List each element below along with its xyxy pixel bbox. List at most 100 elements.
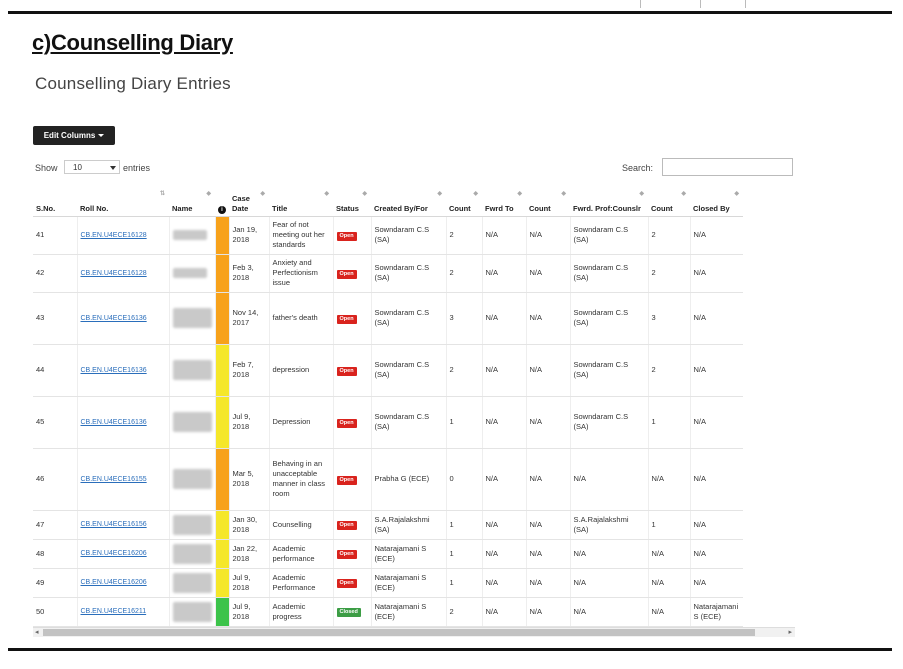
fwrd-prof: Sowndaram C.S (SA) [573,225,629,244]
fwrd-to: N/A [485,474,499,483]
sno-cell: 46 [33,448,77,511]
count-cell: 2 [445,344,482,397]
col-header-count-2[interactable]: Count ◆ [526,183,570,217]
sort-icon: ◆ [206,191,211,197]
roll-no-link[interactable]: CB.EN.U4ECE16206 [80,579,147,586]
fwrd-to: N/A [485,313,499,322]
roll-no-link[interactable]: CB.EN.U4ECE16136 [80,314,147,322]
fwrd-to-cell: N/A [481,510,526,540]
severity-indicator [214,292,229,345]
count-3-cell: N/A [647,597,690,627]
horizontal-scrollbar[interactable]: ◂ ▸ [33,627,795,637]
fwrd-to: N/A [485,268,499,277]
count-2-cell: N/A [525,216,570,255]
col-header-count-3[interactable]: Count ◆ [648,183,690,217]
col-header-fwrd-prof[interactable]: Fwrd. Prof:Counslr ◆ [570,183,648,217]
col-header-case-date[interactable]: Case Date ◆ [229,183,269,217]
roll-no-cell: CB.EN.U4ECE16206 [76,539,169,569]
count-2-cell: N/A [525,254,570,293]
case-date: Jul 9, 2018 [232,572,251,592]
count-2-cell: N/A [525,448,570,511]
col-header-created-by[interactable]: Created By/For ◆ [371,183,446,217]
closed-by-cell: N/A [689,344,743,397]
created-by-cell: Natarajamani S (ECE) [370,597,446,627]
count-2-cell: N/A [525,396,570,449]
count: 1 [449,577,454,587]
status-badge: Open [336,550,357,559]
severity-indicator [214,448,229,511]
col-header-roll-no[interactable]: Roll No. ⇅ [77,183,169,217]
created-by: Prabha G (ECE) [374,474,430,483]
scroll-right-icon[interactable]: ▸ [788,629,792,636]
caret-down-icon [98,134,105,138]
col-header-count[interactable]: Count ◆ [446,183,482,217]
document-heading: c)Counselling Diary [32,30,233,55]
count: 2 [449,268,454,277]
count-2: N/A [529,417,543,426]
roll-no-link[interactable]: CB.EN.U4ECE16206 [80,550,147,557]
roll-no-cell: CB.EN.U4ECE16136 [76,396,169,449]
roll-no-link[interactable]: CB.EN.U4ECE16136 [80,418,147,426]
fwrd-to: N/A [485,577,499,587]
roll-no-link[interactable]: CB.EN.U4ECE16136 [80,366,147,374]
dropdown-arrow-icon [110,166,116,170]
sno: 47 [36,519,45,529]
severity-indicator [214,216,229,255]
fwrd-prof: Sowndaram C.S (SA) [573,263,629,282]
search-input[interactable] [662,158,793,176]
roll-no-cell: CB.EN.U4ECE16128 [76,216,169,255]
case-date: Nov 14, 2017 [232,308,259,327]
sno: 49 [36,577,45,587]
roll-no-link[interactable]: CB.EN.U4ECE16128 [80,269,147,277]
col-header-title[interactable]: Title ◆ [269,183,333,217]
count-3-cell: 1 [647,396,690,449]
col-header-status[interactable]: Status ◆ [333,183,371,217]
fwrd-prof-cell: N/A [569,597,648,627]
col-header-label: Count [529,203,551,213]
student-name: Pon Nithya Kumar S [172,360,212,380]
col-header-fwrd-to[interactable]: Fwrd To ◆ [482,183,526,217]
student-name-cell: Akash Varun R [168,597,215,627]
case-date-cell: Jan 22, 2018 [228,539,269,569]
count-2: N/A [529,474,543,483]
count-3-cell: 2 [647,344,690,397]
count-2-cell: N/A [525,597,570,627]
closed-by-cell: Natarajamani S (ECE) [689,597,743,627]
status-cell: Open [332,568,371,598]
col-header-label: Title [272,203,288,213]
count-cell: 2 [445,216,482,255]
count-cell: 1 [445,568,482,598]
col-header-name[interactable]: Name ◆ [169,183,215,217]
sort-icon: ◆ [517,191,522,197]
roll-no-link[interactable]: CB.EN.U4ECE16155 [80,475,147,483]
case-date-cell: Feb 7, 2018 [228,344,269,397]
case-title: Academic Performance [272,572,316,592]
edit-columns-button[interactable]: Edit Columns [33,126,115,145]
created-by-cell: Natarajamani S (ECE) [370,539,446,569]
status-badge: Closed [336,608,361,617]
status-badge: Open [336,269,357,279]
fwrd-to-cell: N/A [481,216,526,255]
col-header-info[interactable]: i [215,183,229,217]
case-title-cell: Academic performance [268,539,333,569]
sno: 41 [36,230,45,239]
table-row: 42 CB.EN.U4ECE16128 Mohana V Feb 3, 2018 Anx… [33,254,743,293]
fwrd-to-cell: N/A [481,344,526,397]
student-name-cell: Amit Kumar [168,539,215,569]
closed-by: N/A [693,548,707,558]
col-header-closed-by[interactable]: Closed By ◆ [690,183,743,217]
roll-no-link[interactable]: CB.EN.U4ECE16156 [80,521,147,528]
roll-no-link[interactable]: CB.EN.U4ECE16128 [80,231,147,239]
count-3: 1 [651,519,656,529]
count-cell: 1 [445,396,482,449]
roll-no-link[interactable]: CB.EN.U4ECE16211 [80,608,147,615]
count-3-cell: 2 [647,254,690,293]
fwrd-prof: N/A [573,548,587,558]
sno: 42 [36,268,45,277]
col-header-sno[interactable]: S.No. [33,183,77,217]
scroll-left-icon[interactable]: ◂ [35,629,39,636]
fwrd-prof-cell: Sowndaram C.S (SA) [569,216,648,255]
scrollbar-thumb[interactable] [43,629,755,636]
entries-per-page-select[interactable]: 10 [64,160,120,174]
roll-no-cell: CB.EN.U4ECE16206 [76,568,169,598]
